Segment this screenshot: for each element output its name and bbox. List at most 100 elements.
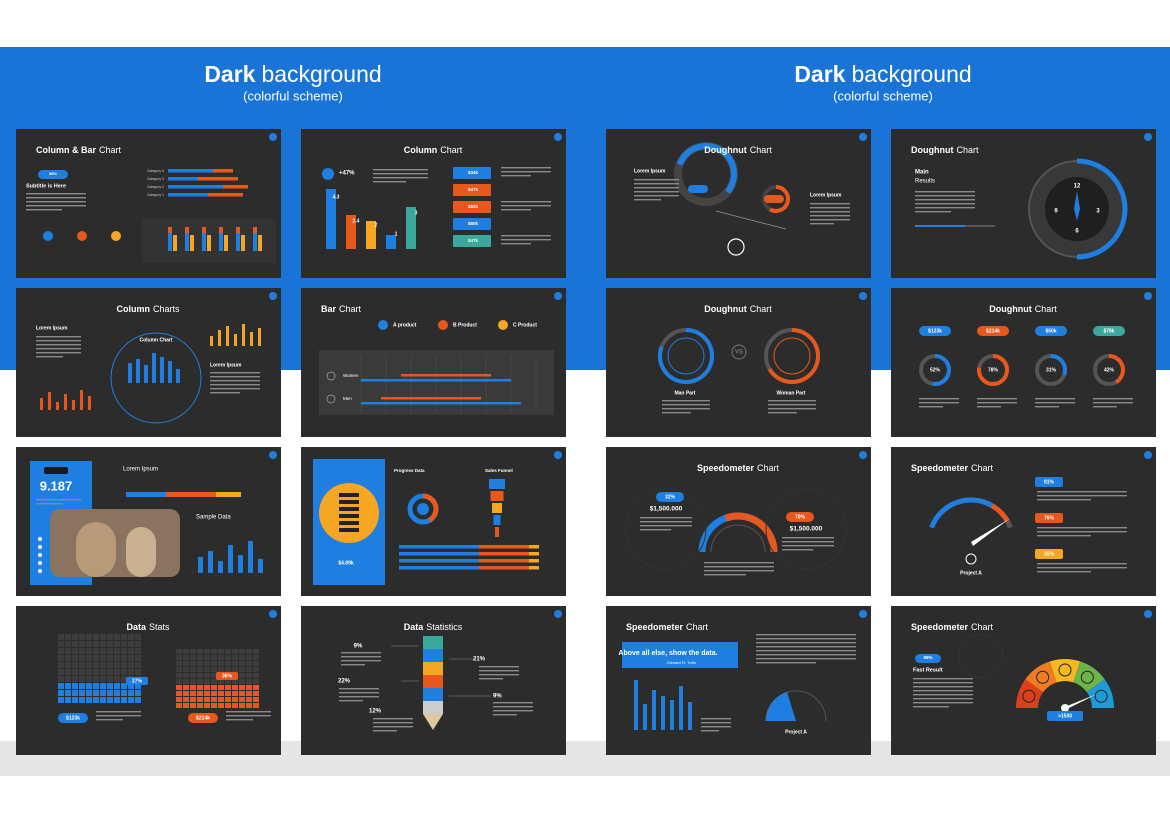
shape [72,655,78,661]
shape [26,205,86,207]
shape [253,227,257,233]
shape [453,184,491,196]
pie-slice [765,692,796,721]
shape [1037,495,1127,497]
shape [381,397,481,400]
shape [554,133,562,141]
slide-text: Above all else, show the data. [618,650,717,657]
arc [1016,679,1044,709]
slide-text: 31% [1046,367,1057,373]
slide-text: $123k [66,715,80,721]
shape [176,655,182,660]
shape [211,655,217,660]
arc [769,185,790,213]
shape [493,710,533,712]
shape [640,521,692,523]
shape [176,685,182,690]
shape [38,569,42,573]
header-subtitle: (colorful scheme) [833,88,933,103]
shape [183,661,189,666]
slide: Speedometer Chart 98% Fast Result >1500 [891,606,1156,755]
shape [183,685,189,690]
shape [79,634,85,640]
shape [782,549,814,551]
shape [197,703,203,708]
shape [764,195,784,203]
shape [58,713,88,723]
shape [197,649,203,654]
arc [977,354,1009,386]
needle [1074,191,1080,221]
shape [768,404,816,406]
shape [239,667,245,672]
shape [100,662,106,668]
shape [339,692,379,694]
shape [339,500,359,504]
shape [210,388,260,390]
slide: Column Charts Lorem Ipsum Column Chart Lorem… [16,288,281,437]
shape [218,667,224,672]
shape [121,669,127,675]
shape [38,545,42,549]
shape [64,394,67,410]
shape [373,181,406,183]
shape [915,199,975,201]
shape [128,690,134,696]
shape [768,408,816,410]
shape [701,730,719,732]
shape [810,219,850,221]
shape [399,552,479,556]
shape [965,553,977,565]
shape [225,661,231,666]
shape [373,169,428,171]
shape [346,215,356,249]
shape [218,703,224,708]
shape [253,649,259,654]
shape [218,697,224,702]
shape [93,690,99,696]
shape [48,392,51,410]
shape [204,685,210,690]
shape [211,667,217,672]
shape [218,655,224,660]
shape [79,662,85,668]
shape [190,673,196,678]
pencil-tip [423,714,443,730]
shape [326,189,336,249]
shape [56,402,59,410]
shape [501,209,531,211]
shape [38,561,42,565]
shape [1080,670,1094,684]
shape [977,398,1017,400]
shape [704,570,774,572]
shape [58,683,64,689]
shape [36,336,81,338]
shape [65,655,71,661]
shape [114,676,120,682]
slide-text: 2 [375,222,378,228]
shape [479,552,529,556]
shape [183,667,189,672]
shape [79,676,85,682]
shape [239,685,245,690]
shape [204,649,210,654]
shape [128,683,134,689]
shape [58,634,64,640]
shape [183,691,189,696]
shape [326,394,336,404]
shape [529,545,539,549]
shape [79,697,85,703]
header-subtitle: (colorful scheme) [243,88,343,103]
shape [185,227,189,233]
shape [198,557,203,573]
slide-text: Main [915,170,929,176]
shape [554,451,562,459]
shape [246,685,252,690]
slide-title: Column Charts [116,304,180,314]
shape [492,503,502,513]
shape [225,685,231,690]
shape [656,492,684,502]
shape [135,648,141,654]
shape [86,676,92,682]
shape [913,706,949,708]
